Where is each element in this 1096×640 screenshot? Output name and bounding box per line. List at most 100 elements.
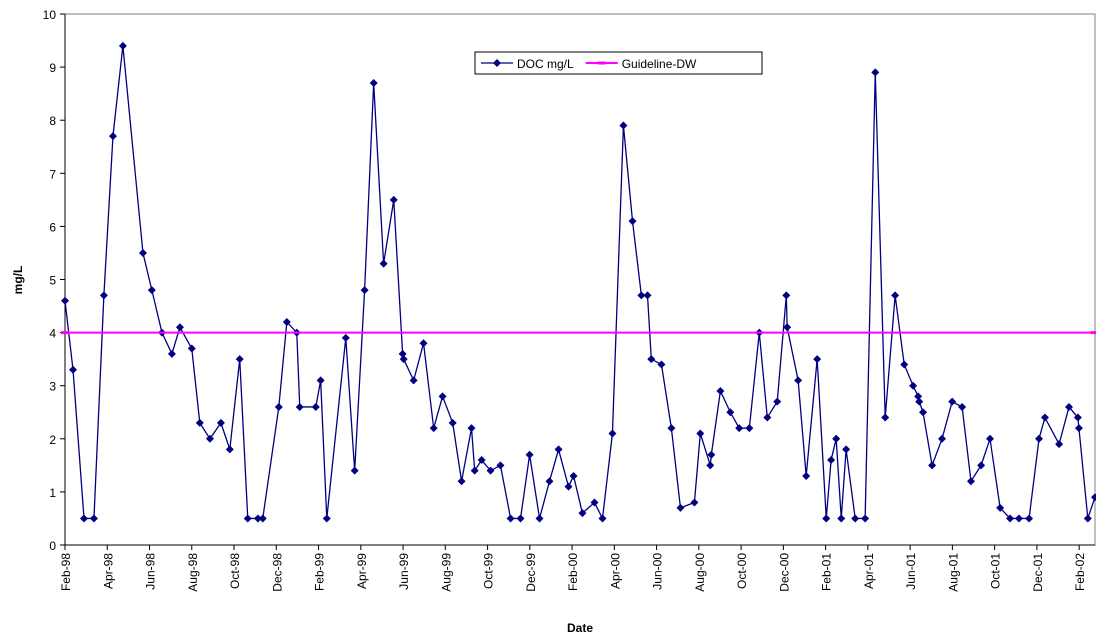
y-axis-title: mg/L	[11, 266, 25, 295]
data-point	[205, 434, 214, 443]
data-point	[977, 461, 986, 470]
x-tick-label: Jun-00	[651, 553, 665, 590]
data-point	[900, 360, 909, 369]
data-point	[676, 503, 685, 512]
data-point	[802, 471, 811, 480]
x-tick-label: Oct-01	[989, 553, 1003, 589]
data-point	[832, 434, 841, 443]
data-point	[216, 418, 225, 427]
data-point	[369, 79, 378, 88]
data-point	[187, 344, 196, 353]
x-tick-label: Aug-01	[946, 553, 960, 592]
data-point	[1006, 514, 1015, 523]
x-tick-label: Apr-01	[862, 553, 876, 589]
legend-box	[474, 51, 763, 75]
x-axis-title: Date	[567, 621, 593, 635]
data-point	[578, 509, 587, 518]
data-point	[915, 397, 924, 406]
y-tick-label: 9	[49, 61, 56, 75]
x-tick-label: Feb-01	[820, 553, 834, 591]
legend-label: DOC mg/L	[517, 57, 574, 71]
data-point	[389, 195, 398, 204]
data-point	[667, 424, 676, 433]
data-point	[195, 418, 204, 427]
data-point	[1091, 493, 1096, 502]
x-tick-label: Feb-98	[59, 553, 73, 591]
data-point	[1025, 514, 1034, 523]
y-tick-label: 4	[49, 327, 56, 341]
data-point	[225, 445, 234, 454]
data-point	[341, 333, 350, 342]
data-point	[470, 466, 479, 475]
x-tick-label: Feb-02	[1073, 553, 1087, 591]
x-tick-label: Oct-99	[482, 553, 496, 589]
x-tick-label: Aug-98	[186, 553, 200, 592]
data-point	[1073, 413, 1082, 422]
data-point	[295, 402, 304, 411]
data-point	[657, 360, 666, 369]
data-point	[496, 461, 505, 470]
data-point	[61, 296, 69, 305]
data-point	[175, 323, 184, 332]
data-point	[948, 397, 957, 406]
data-point	[545, 477, 554, 486]
data-point	[486, 466, 495, 475]
data-point	[726, 408, 735, 417]
data-point	[258, 514, 267, 523]
data-point	[243, 514, 252, 523]
x-tick-label: Apr-98	[101, 553, 115, 589]
data-point	[985, 434, 994, 443]
data-point	[813, 355, 822, 364]
x-tick-label: Jun-99	[397, 553, 411, 590]
data-point	[637, 291, 646, 300]
x-tick-label: Feb-99	[313, 553, 327, 591]
series-line	[64, 45, 1096, 521]
data-point	[773, 397, 782, 406]
data-point	[569, 471, 578, 480]
y-tick-label: 6	[49, 220, 56, 234]
data-point	[506, 514, 515, 523]
y-tick-label: 5	[49, 274, 56, 288]
data-point	[399, 355, 408, 364]
y-tick-label: 3	[49, 380, 56, 394]
data-point	[914, 392, 923, 401]
y-tick-label: 10	[43, 8, 57, 22]
data-point	[118, 41, 127, 50]
legend-marker	[597, 61, 606, 65]
x-tick-label: Dec-01	[1031, 553, 1045, 592]
data-point	[61, 331, 69, 335]
data-point	[69, 365, 78, 374]
y-tick-label: 2	[49, 433, 56, 447]
data-point	[80, 514, 89, 523]
data-point	[891, 291, 900, 300]
data-point	[909, 381, 918, 390]
x-tick-label: Dec-00	[777, 553, 791, 592]
data-point	[311, 402, 320, 411]
data-point	[707, 450, 716, 459]
data-point	[409, 376, 418, 385]
data-point	[827, 456, 836, 465]
data-point	[350, 466, 359, 475]
data-point	[1065, 402, 1074, 411]
x-tick-label: Apr-99	[355, 553, 369, 589]
data-point	[690, 498, 699, 507]
data-point	[928, 461, 937, 470]
data-point	[564, 482, 573, 491]
data-point	[99, 291, 108, 300]
x-tick-label: Dec-99	[524, 553, 538, 592]
data-point	[1014, 514, 1023, 523]
data-point	[535, 514, 544, 523]
data-point	[851, 514, 860, 523]
data-point	[235, 355, 244, 364]
data-point	[516, 514, 525, 523]
data-point	[881, 413, 890, 422]
data-point	[763, 413, 772, 422]
data-point	[782, 291, 791, 300]
data-point	[590, 498, 599, 507]
data-point	[1083, 514, 1092, 523]
y-tick-label: 8	[49, 114, 56, 128]
data-point	[861, 514, 870, 523]
data-point	[360, 286, 369, 295]
x-tick-label: Jun-01	[904, 553, 918, 590]
x-tick-label: Jun-98	[144, 553, 158, 590]
